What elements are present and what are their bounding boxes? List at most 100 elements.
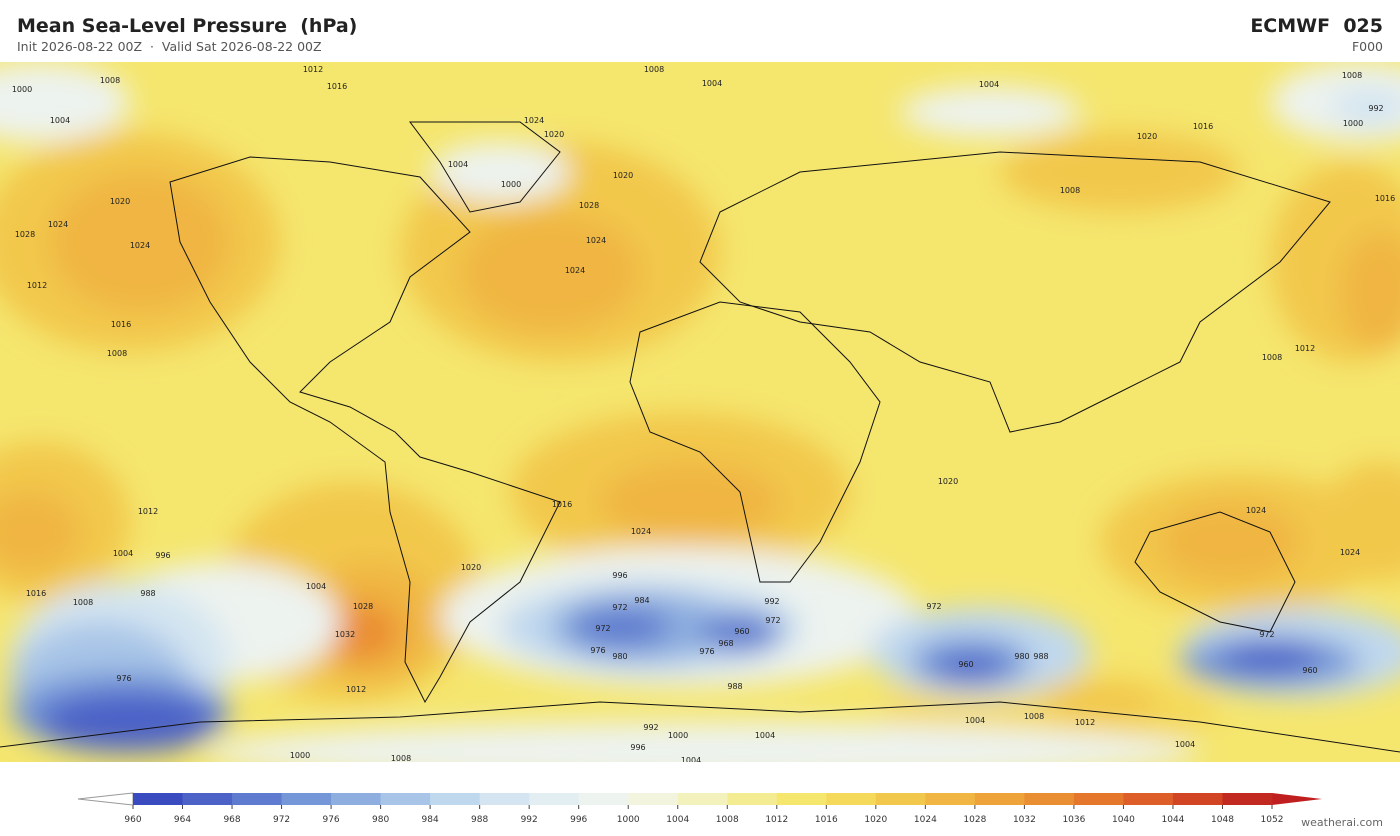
contour-labels: 1012 1008 1004 1004 1008 1000 1008 1016 1004 1024… — [12, 65, 1395, 762]
pressure-region — [1320, 462, 1400, 582]
colorbar-tick-label: 976 — [322, 815, 339, 825]
contour-label: 1016 — [1193, 122, 1213, 131]
contour-label: 976 — [699, 647, 714, 656]
title: Mean Sea-Level Pressure (hPa) — [17, 15, 358, 37]
colorbar-tick-label: 1032 — [1013, 815, 1036, 825]
colorbar-bin — [430, 793, 481, 805]
contour-label: 1000 — [668, 731, 688, 740]
pressure-region — [50, 172, 230, 312]
pressure-region — [935, 655, 1005, 679]
pressure-region — [0, 62, 130, 142]
contour-label: 1000 — [290, 751, 310, 760]
colorbar-tick-label: 1028 — [963, 815, 986, 825]
contour-label: 1024 — [631, 527, 651, 536]
contour-label: 992 — [764, 597, 779, 606]
subtitle: Init 2026-08-22 00Z · Valid Sat 2026-08-… — [17, 39, 322, 54]
contour-label: 1012 — [303, 65, 323, 74]
contour-label: 1020 — [613, 171, 633, 180]
contour-label: 1016 — [552, 500, 572, 509]
colorbar-tick-label: 1008 — [716, 815, 739, 825]
contour-label: 1024 — [524, 116, 544, 125]
pressure-field — [0, 62, 1400, 762]
contour-label: 1016 — [1375, 194, 1395, 203]
colorbar-bin — [776, 793, 827, 805]
contour-label: 1008 — [1024, 712, 1044, 721]
pressure-region — [0, 492, 80, 572]
colorbar-tick-label: 964 — [174, 815, 191, 825]
contour-label: 1024 — [1246, 506, 1266, 515]
contour-label: 1004 — [448, 160, 468, 169]
colorbar-tick-label: 1044 — [1162, 815, 1185, 825]
colorbar-tick-label: 1000 — [617, 815, 640, 825]
contour-label: 976 — [116, 674, 131, 683]
colorbar-tick-label: 1024 — [914, 815, 937, 825]
colorbar-bin — [331, 793, 382, 805]
contour-label: 1008 — [1262, 353, 1282, 362]
contour-label: 1028 — [579, 201, 599, 210]
pressure-region — [1330, 87, 1400, 127]
pressure-region — [600, 462, 780, 542]
contour-label: 1020 — [461, 563, 481, 572]
colorbar-tick-label: 1052 — [1261, 815, 1284, 825]
colorbar-bin — [182, 793, 233, 805]
contour-label: 1016 — [111, 320, 131, 329]
contour-label: 1020 — [938, 477, 958, 486]
pressure-region — [1040, 682, 1160, 722]
colorbar-tick-label: 960 — [124, 815, 141, 825]
contour-label: 988 — [1033, 652, 1048, 661]
contour-label: 1004 — [755, 731, 775, 740]
contour-label: 980 — [612, 652, 627, 661]
contour-label: 1012 — [27, 281, 47, 290]
contour-label: 988 — [727, 682, 742, 691]
contour-label: 1008 — [1342, 71, 1362, 80]
colorbar-tick-label: 1040 — [1112, 815, 1135, 825]
colorbar-bin — [826, 793, 877, 805]
colorbar-tick-label: 996 — [570, 815, 587, 825]
model: ECMWF 025 — [1250, 15, 1383, 37]
contour-label: 1000 — [12, 85, 32, 94]
contour-label: 1004 — [113, 549, 133, 558]
contour-label: 1024 — [586, 236, 606, 245]
colorbar-tick-label: 1016 — [815, 815, 838, 825]
colorbar-tick-label: 972 — [273, 815, 290, 825]
colorbar-bin — [479, 793, 530, 805]
contour-label: 1004 — [702, 79, 722, 88]
colorbar-tick-label: 992 — [521, 815, 538, 825]
contour-label: 1004 — [965, 716, 985, 725]
contour-label: 1000 — [501, 180, 521, 189]
contour-label: 1016 — [26, 589, 46, 598]
coastlines — [0, 121, 1400, 753]
contour-label: 1020 — [544, 130, 564, 139]
contour-label: 984 — [634, 596, 649, 605]
pressure-region — [40, 692, 220, 752]
pressure-region — [1340, 232, 1400, 352]
contour-label: 1028 — [15, 230, 35, 239]
contour-label: 996 — [155, 551, 170, 560]
contour-label: 1012 — [1295, 344, 1315, 353]
contour-label: 1004 — [50, 116, 70, 125]
colorbar-bin — [677, 793, 728, 805]
contour-label: 1024 — [1340, 548, 1360, 557]
contour-label: 1004 — [979, 80, 999, 89]
contour-label: 1008 — [107, 349, 127, 358]
colorbar-bin — [628, 793, 679, 805]
contour-label: 972 — [926, 602, 941, 611]
contour-label: 1012 — [138, 507, 158, 516]
contour-label: 1024 — [565, 266, 585, 275]
colorbar-bin — [925, 793, 976, 805]
colorbar-bin — [1222, 793, 1273, 805]
contour-label: 988 — [140, 589, 155, 598]
pressure-region — [900, 87, 1080, 137]
colorbar-tick-label: 1004 — [666, 815, 689, 825]
contour-label: 1020 — [1137, 132, 1157, 141]
colorbar-bin — [974, 793, 1025, 805]
colorbar-bin — [232, 793, 283, 805]
contour-label: 1008 — [1060, 186, 1080, 195]
contour-label: 1032 — [335, 630, 355, 639]
contour-label: 1008 — [391, 754, 411, 762]
pressure-region — [430, 142, 570, 202]
contour-label: 1012 — [1075, 718, 1095, 727]
colorbar-bin — [1073, 793, 1124, 805]
contour-label: 996 — [612, 571, 627, 580]
